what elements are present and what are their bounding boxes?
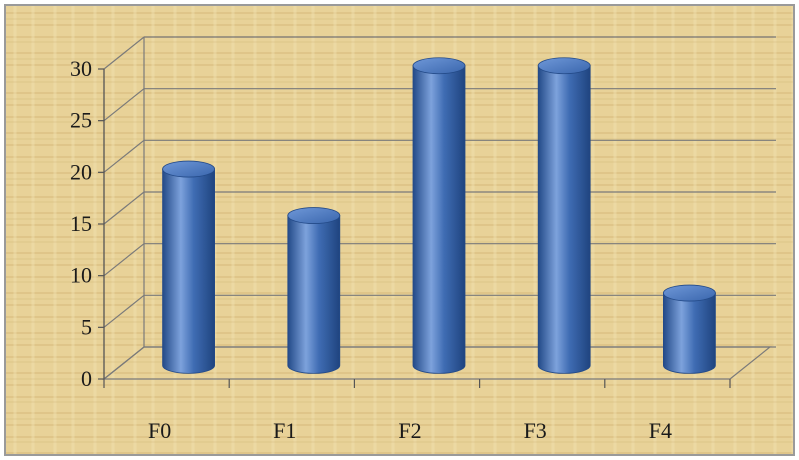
gridline-side: [103, 88, 145, 122]
bar-F3: [537, 57, 591, 374]
y-tick-label: 10: [70, 263, 92, 288]
x-category-label: F3: [524, 418, 547, 443]
gridline-side: [103, 294, 145, 328]
y-tick-label: 25: [70, 108, 92, 133]
bar-chart: 0 5 10 15 20 25 30 F0 F1 F2 F3 F4: [6, 6, 793, 454]
axes: [98, 37, 772, 388]
x-category-label: F1: [273, 418, 296, 443]
chart-frame: 0 5 10 15 20 25 30 F0 F1 F2 F3 F4: [4, 4, 795, 456]
bar-F4: [663, 284, 716, 374]
bar-body: [537, 65, 591, 374]
x-axis-category-labels: F0 F1 F2 F3 F4: [148, 418, 672, 443]
bar-F2: [412, 57, 466, 374]
bar-body: [162, 168, 215, 374]
bar-F0: [162, 160, 216, 374]
bar-top: [663, 284, 716, 302]
chart-floor: [102, 346, 772, 380]
y-axis-tick-labels: 0 5 10 15 20 25 30: [70, 56, 92, 391]
bar-body: [287, 215, 341, 374]
y-tick-label: 30: [70, 56, 92, 81]
bar-body: [663, 292, 716, 374]
x-category-label: F0: [148, 418, 171, 443]
gridline-side: [103, 139, 145, 173]
bar-body: [412, 65, 466, 374]
bar-F1: [287, 207, 341, 374]
y-tick-label: 15: [70, 211, 92, 236]
gridline-side: [103, 36, 145, 70]
gridline-side: [103, 243, 145, 277]
x-category-label: F2: [398, 418, 421, 443]
y-tick-label: 0: [81, 366, 92, 391]
bars: [162, 57, 716, 374]
chart-background: [6, 6, 793, 454]
gridline-side: [103, 191, 145, 225]
bar-top: [162, 160, 216, 178]
y-tick-label: 20: [70, 159, 92, 184]
bar-top: [537, 57, 591, 75]
y-tick-label: 5: [81, 314, 92, 339]
bar-top: [287, 207, 341, 224]
x-category-label: F4: [649, 418, 672, 443]
bar-top: [412, 57, 466, 75]
